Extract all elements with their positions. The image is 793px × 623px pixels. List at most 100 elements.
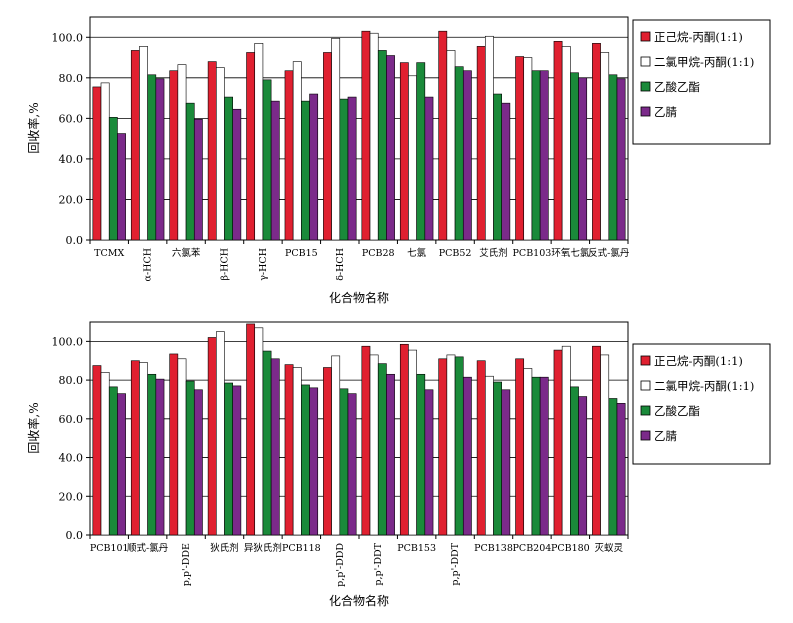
legend-label-1: 二氯甲烷-丙酮(1:1)	[654, 55, 754, 69]
bar-1-s3-c2	[193, 389, 203, 536]
bar-1-s0-c2	[169, 353, 179, 536]
bar-1-s1-c1	[139, 362, 148, 536]
x-category-label: PCB153	[397, 543, 436, 554]
x-category-label: PCB138	[474, 543, 513, 554]
y-tick-label: 0.0	[66, 529, 84, 542]
bar-0-s0-c6	[323, 52, 332, 241]
bar-1-s0-c3	[207, 337, 217, 536]
legend-box	[632, 19, 771, 145]
bar-1-s1-c5	[292, 367, 302, 536]
bar-1-s2-c0	[108, 386, 118, 536]
bar-0-s3-c4	[270, 100, 280, 241]
bar-1-s1-c8	[408, 349, 417, 536]
y-tick-label: 40.0	[59, 153, 84, 166]
bar-1-s1-c3	[216, 331, 225, 536]
bar-1-s2-c3	[224, 382, 233, 536]
x-axis-title: 化合物名称	[329, 290, 389, 305]
y-tick-label: 20.0	[59, 490, 84, 503]
bar-0-s0-c11	[515, 56, 525, 241]
bar-1-s3-c13	[616, 403, 626, 536]
legend-swatch-1	[640, 380, 651, 391]
bar-0-s1-c13	[600, 52, 610, 241]
y-tick-label: 100.0	[52, 31, 84, 44]
x-category-label: 艾氏剂	[479, 247, 508, 259]
bar-1-s2-c9	[454, 356, 464, 536]
bar-1-s0-c8	[399, 343, 409, 536]
bar-1-s2-c5	[301, 384, 310, 536]
bar-0-s0-c3	[207, 61, 217, 241]
y-tick-label: 40.0	[59, 452, 84, 465]
bar-0-s0-c10	[476, 46, 486, 241]
bar-0-s1-c1	[139, 46, 148, 241]
bar-1-s3-c1	[155, 378, 165, 536]
bar-1-s1-c2	[177, 358, 187, 536]
x-category-label: TCMX	[94, 248, 124, 259]
x-category-label: 六氯苯	[172, 247, 201, 259]
bar-1-s0-c9	[438, 358, 448, 536]
bar-1-s0-c10	[476, 360, 486, 536]
x-category-label: 七氯	[407, 247, 427, 259]
y-tick-label: 20.0	[59, 193, 84, 206]
legend-label-0: 正己烷-丙酮(1:1)	[654, 354, 743, 368]
bar-1-s1-c13	[600, 354, 610, 536]
bar-0-s2-c3	[224, 96, 233, 241]
bar-1-s1-c6	[331, 355, 341, 536]
x-axis-title: 化合物名称	[329, 593, 389, 608]
x-category-label: 异狄氏剂	[244, 542, 282, 554]
bar-0-s1-c7	[369, 32, 379, 241]
legend-label-1: 二氯甲烷-丙酮(1:1)	[654, 379, 754, 393]
bar-0-s2-c1	[147, 74, 157, 241]
legend-swatch-0	[640, 355, 651, 366]
bar-0-s3-c6	[347, 96, 357, 241]
bar-0-s0-c4	[246, 52, 256, 241]
legend-swatch-2	[640, 405, 651, 416]
bar-0-s3-c12	[578, 77, 588, 241]
y-tick-label: 60.0	[59, 413, 84, 426]
bar-1-s0-c0	[92, 365, 102, 536]
bar-1-s2-c12	[570, 386, 579, 536]
bar-1-s3-c0	[117, 393, 126, 536]
bar-1-s3-c4	[270, 358, 280, 536]
legend-label-3: 乙腈	[654, 105, 677, 119]
legend-swatch-0	[640, 31, 651, 42]
bar-1-s1-c9	[446, 354, 456, 536]
x-category-label: β-HCH	[220, 248, 231, 281]
legend-label-3: 乙腈	[654, 429, 677, 443]
bar-1-s0-c1	[130, 360, 140, 536]
bar-0-s2-c10	[493, 93, 502, 241]
bar-0-s0-c1	[130, 50, 140, 241]
bar-1-s1-c10	[484, 375, 494, 536]
bar-0-s3-c13	[616, 78, 626, 241]
x-category-label: p,p'-DDT	[450, 542, 461, 585]
bar-0-s3-c2	[193, 119, 203, 241]
bar-0-s3-c5	[309, 93, 319, 241]
bar-0-s0-c7	[361, 30, 371, 241]
bar-1-s2-c6	[339, 388, 349, 536]
bar-0-s0-c12	[553, 41, 563, 241]
bar-0-s2-c9	[454, 66, 464, 241]
x-category-label: α-HCH	[143, 248, 154, 281]
x-category-label: p,p'-DDE	[181, 543, 192, 586]
bar-1-s0-c6	[323, 367, 332, 536]
y-axis-title: 回收率,%	[26, 102, 41, 153]
x-category-label: PCB28	[362, 248, 395, 259]
bar-0-s2-c12	[570, 72, 579, 241]
bar-0-s3-c0	[117, 133, 126, 241]
bar-0-s2-c8	[416, 62, 426, 241]
x-category-label: PCB118	[282, 543, 321, 554]
y-tick-label: 100.0	[52, 335, 84, 348]
bar-0-s1-c2	[177, 64, 187, 241]
bar-0-s0-c8	[399, 62, 409, 241]
bar-0-s2-c13	[608, 74, 618, 241]
x-category-label: PCB101	[90, 543, 129, 554]
bar-0-s3-c1	[155, 78, 165, 241]
bar-0-s3-c7	[386, 55, 395, 241]
bar-1-s1-c7	[369, 354, 379, 536]
bar-0-s1-c11	[523, 57, 533, 241]
x-category-label: 灭蚁灵	[595, 543, 624, 554]
bar-1-s2-c4	[262, 350, 272, 536]
bar-0-s1-c6	[331, 37, 341, 241]
bar-1-s1-c12	[561, 345, 571, 536]
